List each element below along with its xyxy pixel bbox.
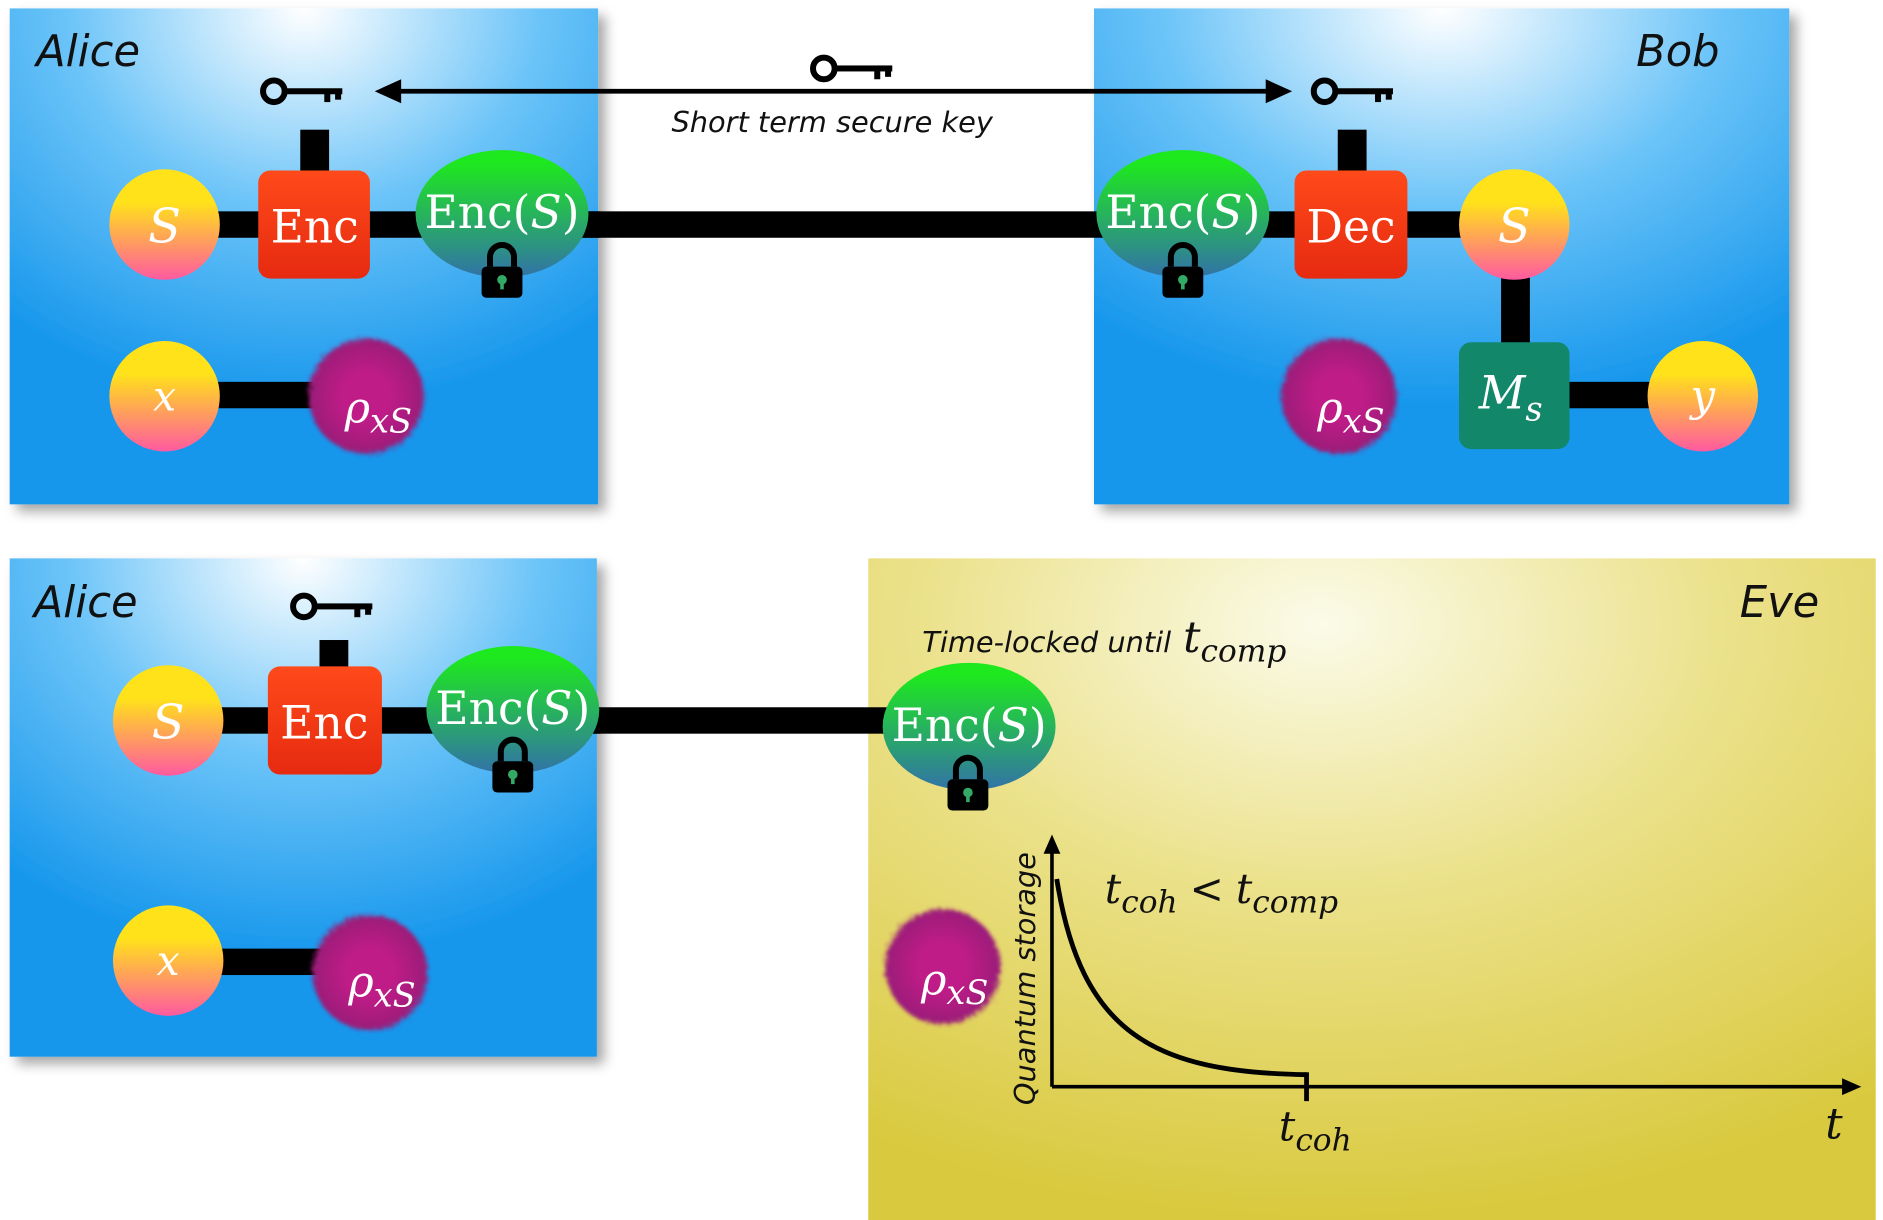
input: x xyxy=(157,937,180,985)
text-part: ) xyxy=(1243,186,1261,239)
secret: S xyxy=(1498,199,1531,255)
text-part: s xyxy=(1525,389,1542,428)
text-part: Enc( xyxy=(1105,186,1211,239)
text-part: S xyxy=(530,186,561,239)
secret: S xyxy=(152,694,185,750)
shape xyxy=(1501,276,1530,348)
text-part: xS xyxy=(946,973,988,1012)
text-part: t xyxy=(1183,613,1201,663)
shape xyxy=(576,211,1116,237)
panel-label: Alice xyxy=(31,578,138,628)
panel-label: Bob xyxy=(1636,27,1720,77)
text-part: Enc( xyxy=(435,682,541,735)
text-part: < xyxy=(1190,865,1224,913)
encoder: Enc xyxy=(271,201,359,254)
text-part: ) xyxy=(562,186,580,239)
text-part: ) xyxy=(1029,699,1047,752)
text-part: xS xyxy=(374,975,416,1014)
text-part: S xyxy=(541,682,572,735)
text-part: Enc( xyxy=(892,699,998,752)
output: y xyxy=(1689,372,1716,422)
x-axis-label: t xyxy=(1825,1099,1843,1149)
decoder: Dec xyxy=(1306,201,1395,254)
encoder: Enc xyxy=(280,696,368,749)
text-part: ) xyxy=(573,682,591,735)
text-part: coh xyxy=(1121,885,1177,921)
text-part: M xyxy=(1478,366,1527,419)
diagram: Alice Bob Alice Eve Short term secure ke… xyxy=(0,0,1883,1220)
text-part: t xyxy=(1279,1103,1296,1151)
shape xyxy=(576,707,900,733)
text-part: S xyxy=(998,699,1029,752)
text-part: xS xyxy=(370,401,412,440)
text-part: comp xyxy=(1252,885,1338,921)
text-part: t xyxy=(1236,865,1253,913)
text-part: ρ xyxy=(347,958,374,1008)
input: x xyxy=(153,373,176,421)
icon xyxy=(813,58,892,80)
text-part: ρ xyxy=(344,384,371,434)
panel-label: Eve xyxy=(1740,578,1819,628)
text-part: coh xyxy=(1295,1122,1351,1158)
text-part: t xyxy=(1105,865,1122,913)
y-axis-label: Quantum storage xyxy=(1008,852,1042,1105)
key-label: Short term secure key xyxy=(672,105,994,139)
text-part: S xyxy=(1211,186,1242,239)
secret: S xyxy=(148,199,181,255)
panel-label: Alice xyxy=(33,27,140,77)
text-part: xS xyxy=(1343,401,1385,440)
text-part: comp xyxy=(1200,634,1286,670)
ciphertext: Enc(S) xyxy=(1105,186,1260,239)
text-part: ρ xyxy=(1316,384,1343,434)
ciphertext: Enc(S) xyxy=(435,682,590,735)
panel-alice-bottom xyxy=(10,558,597,1056)
ciphertext: Enc(S) xyxy=(424,186,579,239)
text-part: ρ xyxy=(920,955,947,1005)
ciphertext: Enc(S) xyxy=(892,699,1047,752)
text-part: Enc( xyxy=(424,186,530,239)
text-part: Time-locked until xyxy=(922,625,1171,659)
